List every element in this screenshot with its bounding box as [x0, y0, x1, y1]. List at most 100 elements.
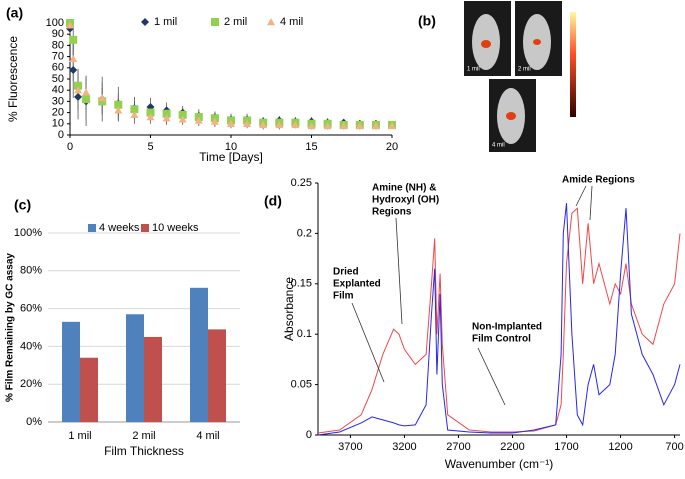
marker [178, 110, 187, 119]
x-tick-label: 0 [67, 141, 73, 153]
marker [323, 122, 332, 130]
y-tick-label: 60% [20, 303, 42, 315]
bar [126, 314, 144, 422]
marker [114, 100, 123, 109]
y-tick-label: 70 [52, 51, 64, 63]
bar [62, 321, 80, 422]
marker [98, 94, 107, 102]
y-tick-label: 40% [20, 340, 42, 352]
marker [267, 18, 275, 26]
legend-label: 2 mil [224, 16, 247, 28]
annotation: Non-Implanted [472, 322, 542, 333]
marker [307, 122, 316, 130]
legend-swatch [141, 224, 149, 232]
marker [69, 35, 78, 44]
annotation: Film Control [472, 334, 531, 345]
y-tick-label: 0.1 [297, 328, 312, 340]
signal [533, 39, 541, 45]
marker [141, 18, 149, 26]
annotation: Explanted [333, 279, 381, 290]
marker [130, 110, 139, 119]
marker [162, 114, 171, 122]
annotation-arrow [589, 185, 593, 221]
y-axis-label: Absorbance [282, 277, 296, 341]
y-axis-label: % Film Remaining by GC assay [5, 253, 16, 402]
annotation: Hydroxyl (OH) [372, 195, 439, 206]
spectrum-line [317, 203, 681, 436]
x-tick-label: 1700 [554, 441, 578, 453]
marker [291, 120, 300, 129]
marker [259, 120, 268, 129]
panel-label: (a) [6, 5, 23, 21]
color-bar [570, 12, 576, 117]
marker [275, 120, 284, 129]
x-axis-label: Time [Days] [199, 150, 263, 164]
x-tick-label: 15 [305, 141, 317, 153]
y-tick-label: 80 [52, 39, 64, 51]
x-tick-label: 700 [665, 441, 683, 453]
marker [74, 92, 83, 101]
bar [144, 336, 162, 422]
y-tick-label: 0 [58, 129, 64, 141]
marker [227, 119, 235, 127]
marker [243, 119, 252, 127]
marker [98, 97, 107, 106]
marker [69, 66, 78, 75]
marker [82, 88, 91, 96]
annotation: Amide Regions [562, 175, 635, 186]
annotation-arrow [395, 217, 403, 325]
x-tick-label: 20 [386, 141, 398, 153]
annotation: Regions [372, 207, 412, 218]
x-tick-label: 4 mil [196, 430, 219, 442]
x-tick-label: 2 mil [132, 430, 155, 442]
legend-swatch [88, 224, 96, 232]
annotation-arrow [477, 347, 506, 406]
legend-label: 4 weeks [99, 222, 140, 234]
y-tick-label: 100% [14, 227, 42, 239]
marker [211, 18, 219, 26]
x-tick-label: 1200 [608, 441, 632, 453]
image-label: 4 mil [492, 143, 505, 149]
y-tick-label: 60 [52, 62, 64, 74]
marker [82, 95, 91, 104]
panel-label: (b) [418, 13, 436, 29]
bar [80, 357, 98, 422]
x-tick-label: 2700 [446, 441, 470, 453]
x-tick-label: 2200 [500, 441, 524, 453]
legend-label: 1 mil [154, 16, 177, 28]
x-axis-label: Wavenumber (cm⁻¹) [445, 457, 554, 471]
marker [210, 117, 219, 125]
y-tick-label: 80% [20, 265, 42, 277]
y-tick-label: 0% [26, 416, 42, 428]
panel-label: (d) [264, 193, 282, 209]
x-tick-label: 5 [147, 141, 153, 153]
y-tick-label: 0.15 [291, 278, 312, 290]
annotation: Film [333, 291, 354, 302]
marker [178, 115, 187, 123]
x-tick-label: 3700 [338, 441, 362, 453]
annotation: Dried [333, 267, 359, 278]
y-tick-label: 0.05 [291, 379, 312, 391]
marker [66, 21, 74, 29]
marker [371, 122, 380, 130]
marker [130, 105, 139, 114]
marker [194, 116, 203, 124]
mouse-images [464, 1, 576, 152]
y-tick-label: 0 [306, 429, 312, 441]
legend-label: 10 weeks [152, 222, 199, 234]
marker [339, 122, 348, 130]
bar [208, 329, 226, 422]
y-axis-label: % Fluorescence [6, 36, 20, 122]
y-tick-label: 0.2 [297, 227, 312, 239]
panel-label: (c) [14, 197, 31, 213]
bar [190, 287, 208, 422]
x-axis-label: Film Thickness [104, 444, 184, 458]
y-tick-label: 40 [52, 84, 64, 96]
legend-label: 4 mil [280, 16, 303, 28]
y-tick-label: 20% [20, 378, 42, 390]
marker [74, 81, 83, 90]
marker [146, 113, 155, 121]
image-label: 2 mil [518, 67, 531, 73]
